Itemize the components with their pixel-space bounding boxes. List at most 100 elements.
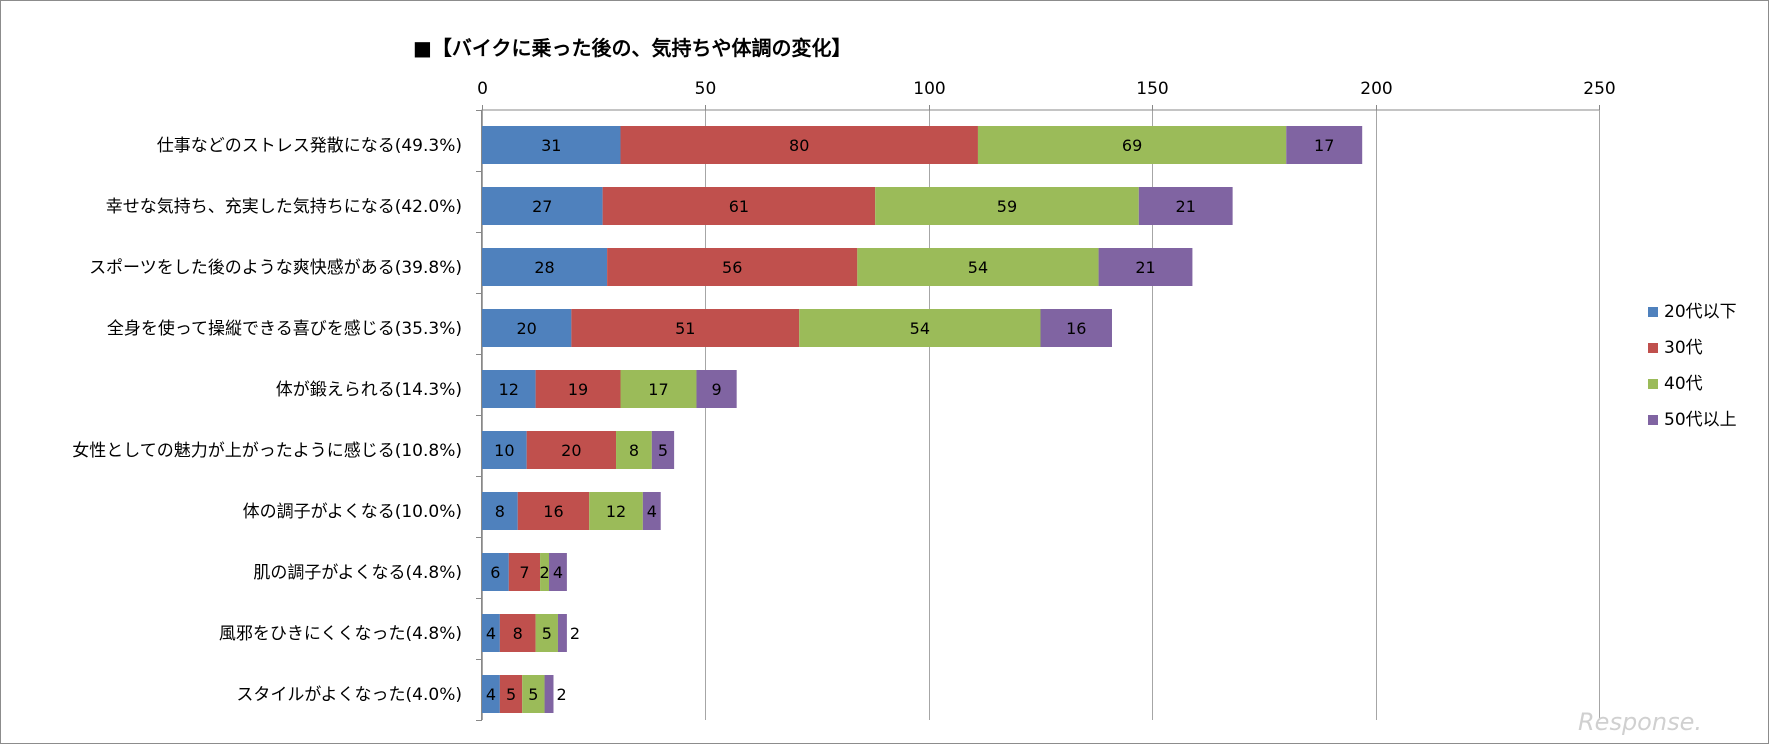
data-label: 5 <box>528 685 538 704</box>
bar-segment <box>642 492 661 530</box>
category-label: 仕事などのストレス発散になる(49.3%) <box>157 136 462 156</box>
bar-segment <box>589 492 643 530</box>
x-tick-label: 200 <box>1360 79 1392 99</box>
category-label: スポーツをした後のような爽快感がある(39.8%) <box>89 258 462 278</box>
legend-swatch <box>1648 415 1658 425</box>
watermark-logo: Response. <box>1578 708 1702 736</box>
bar-segment <box>499 675 523 713</box>
bar-segment <box>482 675 500 713</box>
legend-label: 40代 <box>1664 374 1703 394</box>
bar-segment <box>620 370 697 408</box>
category-label: 肌の調子がよくなる(4.8%) <box>253 563 462 583</box>
bar-segment <box>482 126 621 164</box>
x-tick-label: 0 <box>477 79 488 99</box>
data-label: 19 <box>568 380 588 399</box>
data-label: 5 <box>658 441 668 460</box>
data-label: 51 <box>675 319 695 338</box>
category-label: 体の調子がよくなる(10.0%) <box>243 502 462 522</box>
data-label: 56 <box>722 258 742 277</box>
category-label: 全身を使って操縦できる喜びを感じる(35.3%) <box>107 318 462 339</box>
category-labels: 仕事などのストレス発散になる(49.3%) 幸せな気持ち、充実した気持ちになる(4… <box>72 136 462 705</box>
data-label: 5 <box>506 685 516 704</box>
data-label: 54 <box>968 258 988 277</box>
data-label: 69 <box>1122 136 1142 155</box>
legend: 20代以下 30代 40代 50代以上 <box>1648 302 1737 430</box>
bar-segment <box>799 309 1041 347</box>
data-label: 17 <box>648 380 668 399</box>
bar-segment <box>544 675 554 713</box>
data-label: 10 <box>494 441 514 460</box>
data-label: 2 <box>539 563 549 582</box>
bar-segment <box>482 187 603 225</box>
data-label: 31 <box>541 136 561 155</box>
bar-segment <box>1138 187 1233 225</box>
bar-segment <box>857 248 1099 286</box>
bar-segment <box>1286 126 1363 164</box>
bar-segment <box>482 370 536 408</box>
chart-title: ■【バイクに乗った後の、気持ちや体調の変化】 <box>413 36 852 60</box>
bar-segment <box>875 187 1139 225</box>
data-label: 7 <box>519 563 529 582</box>
data-label: 5 <box>542 624 552 643</box>
data-label: 61 <box>729 197 749 216</box>
data-label: 21 <box>1135 258 1155 277</box>
bar-segment <box>482 431 527 469</box>
data-label: 27 <box>532 197 552 216</box>
data-label: 4 <box>553 563 563 582</box>
data-label: 20 <box>561 441 581 460</box>
data-label: 6 <box>490 563 500 582</box>
data-label: 16 <box>543 502 563 521</box>
bar-segment <box>499 614 536 652</box>
bar-segment <box>482 553 509 591</box>
x-tick-label: 100 <box>913 79 945 99</box>
bar-segment <box>535 614 558 652</box>
bar-segment <box>571 309 800 347</box>
bar-segment <box>620 126 978 164</box>
bar-segment <box>977 126 1287 164</box>
bar-segment <box>522 675 545 713</box>
legend-swatch <box>1648 307 1658 317</box>
bar-segment <box>482 492 518 530</box>
legend-label: 30代 <box>1664 338 1703 358</box>
data-label: 2 <box>570 624 580 643</box>
bar-segment <box>602 187 876 225</box>
x-tick-label: 250 <box>1583 79 1615 99</box>
data-label: 28 <box>534 258 554 277</box>
category-label: 風邪をひきにくくなった(4.8%) <box>219 624 462 644</box>
legend-label: 50代以上 <box>1664 410 1737 430</box>
bar-segment <box>1098 248 1193 286</box>
data-label: 59 <box>997 197 1017 216</box>
legend-swatch <box>1648 343 1658 353</box>
bar-segment <box>1040 309 1112 347</box>
bar-segment <box>540 553 550 591</box>
bar-segment <box>557 614 567 652</box>
bar-segment <box>535 370 621 408</box>
bar-segment <box>616 431 652 469</box>
bars <box>482 126 1363 713</box>
bar-segment <box>696 370 737 408</box>
bar-segment <box>482 614 500 652</box>
data-label: 2 <box>556 685 566 704</box>
data-label: 4 <box>647 502 657 521</box>
bar-segment <box>549 553 567 591</box>
bar-segment <box>482 248 608 286</box>
category-label: 体が鍛えられる(14.3%) <box>276 380 462 400</box>
data-label: 8 <box>495 502 505 521</box>
category-label: スタイルがよくなった(4.0%) <box>236 685 462 705</box>
data-label: 12 <box>606 502 626 521</box>
bar-segment <box>482 309 572 347</box>
data-label: 17 <box>1314 136 1334 155</box>
category-label: 幸せな気持ち、充実した気持ちになる(42.0%) <box>106 197 462 217</box>
x-tick-label: 50 <box>695 79 717 99</box>
bar-segment <box>517 492 590 530</box>
data-label: 4 <box>486 685 496 704</box>
legend-label: 20代以下 <box>1664 302 1737 322</box>
data-label: 12 <box>499 380 519 399</box>
data-label: 21 <box>1176 197 1196 216</box>
data-label: 8 <box>513 624 523 643</box>
bar-segment <box>607 248 858 286</box>
data-label: 9 <box>711 380 721 399</box>
bar-segment <box>508 553 541 591</box>
category-label: 女性としての魅力が上がったように感じる(10.8%) <box>72 441 462 461</box>
